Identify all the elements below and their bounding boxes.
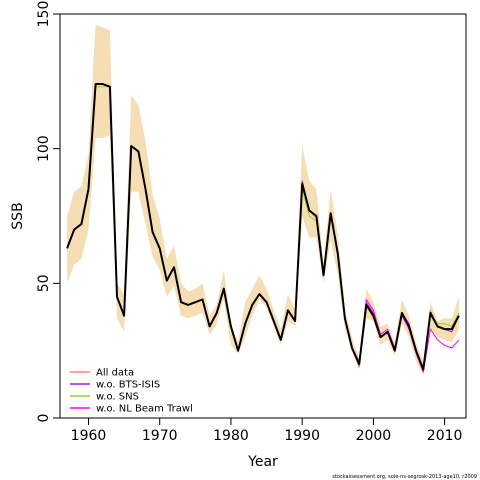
x-axis-ticks: 1960 1970 1980 1990 2000 2010 — [71, 418, 463, 444]
x-tick-label: 1970 — [142, 428, 178, 444]
y-tick-label: 0 — [36, 414, 52, 423]
x-tick-label: 1990 — [284, 428, 320, 444]
legend-entry: All data — [96, 368, 134, 379]
legend-entry: w.o. NL Beam Trawl — [96, 404, 193, 415]
legend-entry: w.o. SNS — [96, 392, 139, 403]
x-tick-label: 2010 — [427, 428, 463, 444]
confidence-band — [67, 24, 459, 375]
axes — [59, 13, 467, 419]
series-lines — [66, 83, 460, 373]
x-tick-label: 1980 — [213, 428, 249, 444]
band-area — [67, 24, 459, 375]
plot-frame — [59, 13, 467, 419]
x-tick-label: 2000 — [356, 428, 392, 444]
y-tick-label: 100 — [36, 135, 52, 162]
legend-entry: w.o. BTS-ISIS — [96, 380, 160, 391]
x-axis-label: Year — [247, 454, 278, 470]
y-tick-label: 50 — [36, 274, 52, 292]
y-tick-label: 150 — [36, 1, 52, 28]
y-axis-ticks: 0 50 100 150 — [36, 1, 60, 423]
credit-note: stockassessment.org, sole-ns-segrosk-201… — [332, 474, 477, 480]
series-line-4 — [66, 83, 460, 371]
x-tick-label: 1960 — [71, 428, 107, 444]
y-axis-label: SSB — [10, 202, 26, 229]
